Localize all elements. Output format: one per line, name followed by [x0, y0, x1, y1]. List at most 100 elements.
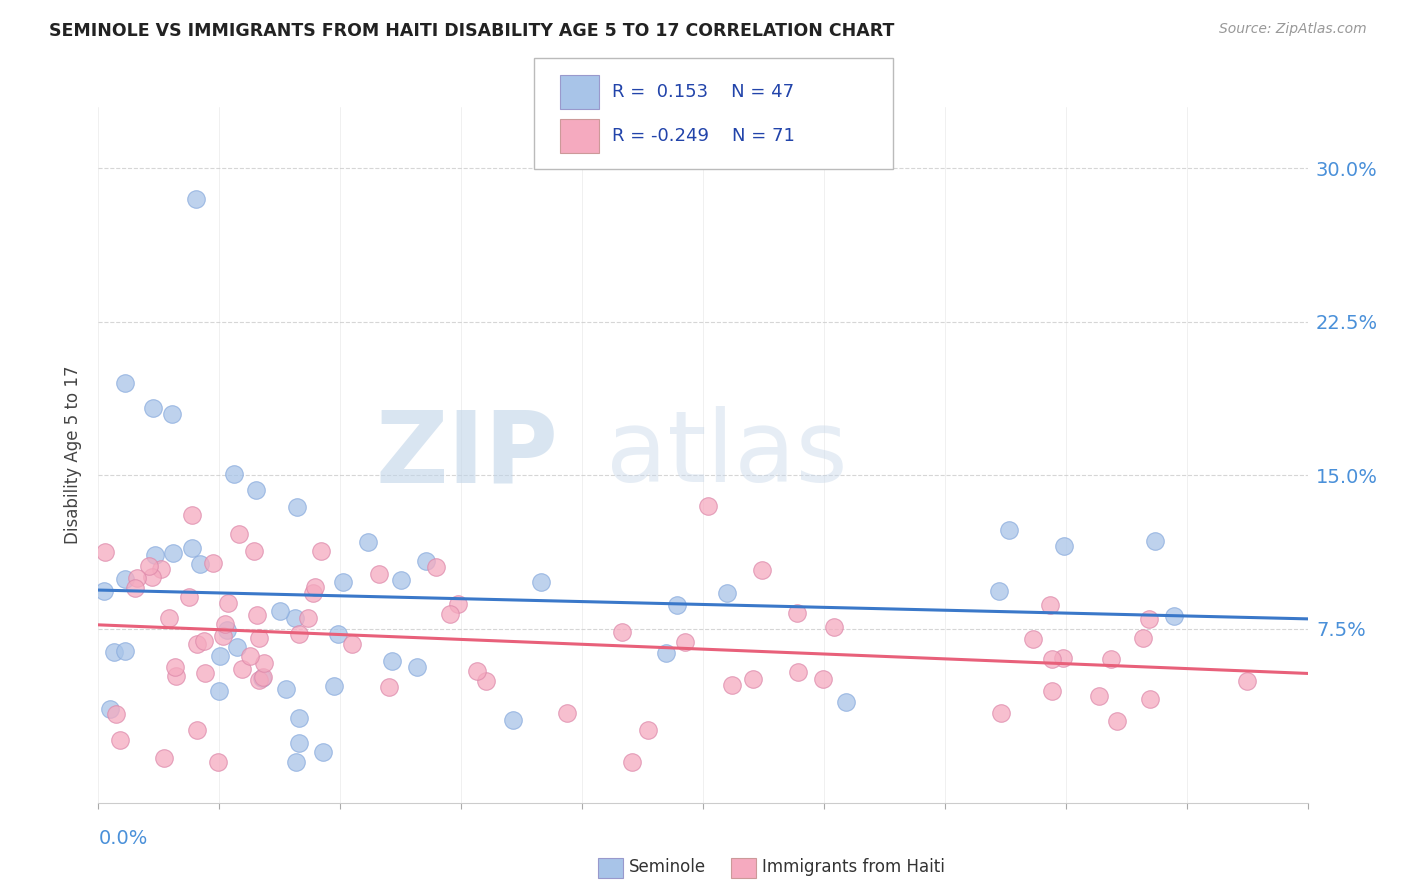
Point — [103, 645, 125, 659]
Point — [186, 192, 208, 206]
Point — [141, 570, 163, 584]
Point — [446, 597, 468, 611]
Point — [425, 560, 447, 574]
Point — [150, 562, 173, 576]
Point — [301, 586, 323, 600]
Point — [114, 643, 136, 657]
Point — [666, 599, 689, 613]
Point — [193, 634, 215, 648]
Point — [217, 623, 239, 637]
Point — [378, 681, 401, 695]
Point — [637, 723, 659, 737]
Text: ZIP: ZIP — [375, 407, 558, 503]
Point — [998, 523, 1021, 537]
Point — [165, 668, 187, 682]
Point — [288, 711, 311, 725]
Point — [555, 706, 578, 720]
Point — [124, 581, 146, 595]
Point — [1053, 539, 1076, 553]
Point — [252, 670, 274, 684]
Point — [287, 736, 309, 750]
Point — [253, 656, 276, 670]
Point — [226, 640, 249, 654]
Point — [786, 606, 808, 620]
Text: Source: ZipAtlas.com: Source: ZipAtlas.com — [1219, 22, 1367, 37]
Point — [246, 607, 269, 622]
Point — [93, 584, 115, 599]
Point — [160, 407, 183, 421]
Point — [249, 673, 271, 688]
Point — [214, 616, 236, 631]
Point — [1236, 674, 1258, 689]
Point — [180, 508, 202, 523]
Point — [716, 586, 738, 600]
Point — [224, 467, 246, 481]
Point — [284, 755, 307, 769]
Point — [249, 632, 271, 646]
Text: SEMINOLE VS IMMIGRANTS FROM HAITI DISABILITY AGE 5 TO 17 CORRELATION CHART: SEMINOLE VS IMMIGRANTS FROM HAITI DISABI… — [49, 22, 894, 40]
Point — [285, 500, 308, 514]
Point — [720, 677, 742, 691]
Point — [1132, 631, 1154, 645]
Point — [439, 607, 461, 622]
Point — [1137, 612, 1160, 626]
Point — [239, 648, 262, 663]
Point — [655, 646, 678, 660]
Point — [1139, 692, 1161, 706]
Point — [186, 637, 208, 651]
Point — [208, 648, 231, 663]
Text: R =  0.153    N = 47: R = 0.153 N = 47 — [612, 83, 794, 101]
Point — [143, 548, 166, 562]
Text: Immigrants from Haiti: Immigrants from Haiti — [762, 858, 945, 876]
Point — [108, 732, 131, 747]
Point — [1040, 684, 1063, 698]
Point — [177, 591, 200, 605]
Point — [1105, 714, 1128, 728]
Point — [1088, 689, 1111, 703]
Point — [181, 541, 204, 556]
Point — [741, 672, 763, 686]
Text: Seminole: Seminole — [628, 858, 706, 876]
Point — [194, 665, 217, 680]
Point — [114, 572, 136, 586]
Point — [673, 635, 696, 649]
Point — [1021, 632, 1043, 646]
Point — [207, 684, 229, 698]
Point — [245, 483, 267, 497]
Point — [274, 681, 297, 696]
Point — [357, 535, 380, 549]
Point — [212, 629, 235, 643]
Point — [138, 559, 160, 574]
Y-axis label: Disability Age 5 to 17: Disability Age 5 to 17 — [63, 366, 82, 544]
Point — [114, 376, 136, 391]
Point — [188, 558, 211, 572]
Point — [415, 553, 437, 567]
Point — [326, 626, 349, 640]
Point — [406, 660, 429, 674]
Point — [367, 567, 389, 582]
Point — [323, 679, 346, 693]
Point — [1052, 650, 1074, 665]
Point — [1163, 609, 1185, 624]
Point — [162, 545, 184, 559]
Point — [990, 706, 1012, 720]
Point — [228, 527, 250, 541]
Point — [381, 654, 404, 668]
Text: R = -0.249    N = 71: R = -0.249 N = 71 — [612, 127, 794, 145]
Point — [1040, 652, 1063, 666]
Text: 0.0%: 0.0% — [98, 830, 148, 848]
Point — [142, 401, 165, 415]
Point — [621, 755, 644, 769]
Point — [152, 750, 174, 764]
Point — [201, 556, 224, 570]
Text: atlas: atlas — [606, 407, 848, 503]
Point — [207, 755, 229, 769]
Point — [297, 610, 319, 624]
Point — [389, 573, 412, 587]
Point — [823, 620, 845, 634]
Point — [751, 563, 773, 577]
Point — [811, 673, 834, 687]
Point — [217, 596, 239, 610]
Point — [786, 665, 808, 679]
Point — [1143, 533, 1166, 548]
